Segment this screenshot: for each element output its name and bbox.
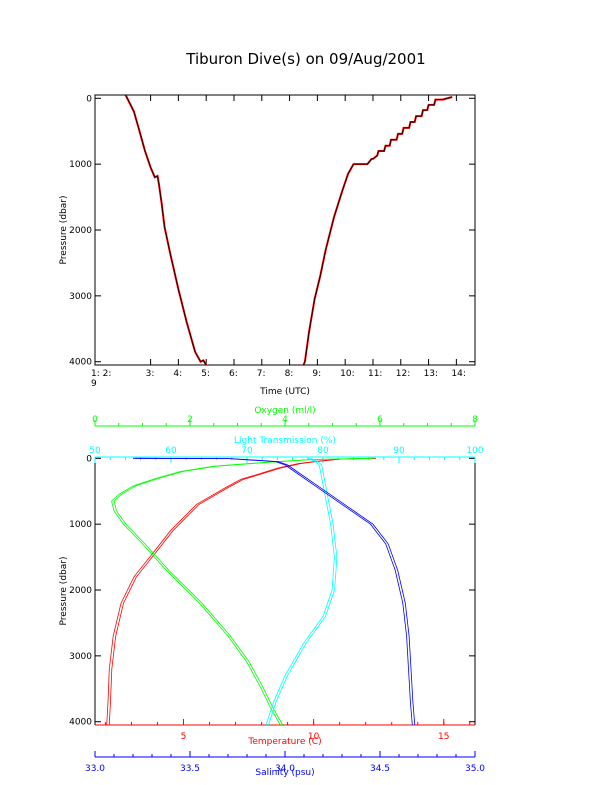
y-tick-label: 2000: [69, 226, 92, 236]
dive-trace-1: [124, 95, 209, 365]
x-tick-label: 6:: [229, 369, 238, 379]
y-tick-label: 1000: [69, 520, 92, 530]
x-tick-label: 8:: [285, 369, 294, 379]
y-axis-title: Pressure (dbar): [59, 196, 69, 265]
dive-trace-2: [302, 96, 453, 365]
x-tick-label: 1: 2:: [91, 369, 111, 379]
x-tick-label: 11:: [368, 369, 382, 379]
temperature-profile-2: [108, 457, 377, 725]
salinity-tick-label: 35.0: [465, 764, 485, 774]
transmission-axis-title: Light Transmission (%): [234, 436, 336, 446]
oxygen-profile-2: [113, 457, 374, 725]
transmission-profile-2: [268, 457, 338, 725]
x-tick-label: 4:: [173, 369, 182, 379]
y-tick-label: 3000: [69, 292, 92, 302]
transmission-tick-label: 90: [393, 446, 405, 456]
profile-plot: 0 1000 2000 3000 4000 Pressure (dbar) 0 2 4 6 8 Oxy…: [59, 406, 485, 778]
y-tick-label: 3000: [69, 652, 92, 662]
y-tick-label: 0: [86, 454, 92, 464]
salinity-tick-label: 33.0: [85, 764, 105, 774]
transmission-tick-label: 70: [241, 446, 253, 456]
plot-frame: [94, 94, 476, 366]
x-tick-label: 7:: [257, 369, 266, 379]
oxygen-tick-label: 0: [92, 415, 98, 425]
oxygen-axis-title: Oxygen (ml/l): [254, 406, 315, 416]
salinity-profile-2: [135, 457, 416, 725]
transmission-tick-label: 60: [165, 446, 177, 456]
dive-trace-core-1: [125, 95, 208, 365]
temperature-tick-label: 5: [181, 732, 187, 742]
y-tick-label: 2000: [69, 586, 92, 596]
page-title: Tiburon Dive(s) on 09/Aug/2001: [186, 50, 426, 68]
x-tick-label: 14:: [451, 369, 465, 379]
salinity-tick-label: 34.5: [370, 764, 390, 774]
y-tick-label: 4000: [69, 358, 92, 368]
salinity-profile-1: [132, 457, 413, 725]
y-tick-label: 0: [86, 94, 92, 104]
x-tick-label: 3:: [146, 369, 155, 379]
y-tick-label: 1000: [69, 160, 92, 170]
oxygen-tick-label: 8: [472, 415, 478, 425]
x-tick-label: 13:: [424, 369, 438, 379]
temperature-tick-label: 15: [438, 732, 449, 742]
oxygen-tick-label: 2: [187, 415, 193, 425]
x-tick-label-wrap: 9: [91, 379, 97, 389]
transmission-tick-label: 100: [466, 446, 483, 456]
y-tick-label: 4000: [69, 718, 92, 728]
y-axis-title: Pressure (dbar): [59, 557, 69, 626]
transmission-tick-label: 80: [317, 446, 329, 456]
x-tick-label: 5:: [201, 369, 210, 379]
transmission-profile-1: [265, 457, 335, 725]
oxygen-tick-label: 6: [377, 415, 383, 425]
x-tick-label: 10:: [340, 369, 354, 379]
x-tick-label: 9:: [312, 369, 321, 379]
temperature-axis-title: Temperature (C): [247, 737, 321, 747]
x-axis-title: Time (UTC): [259, 387, 310, 397]
x-tick-label: 12:: [396, 369, 410, 379]
salinity-tick-label: 33.5: [180, 764, 200, 774]
dive-trace-core-2: [303, 96, 453, 365]
transmission-tick-label: 50: [89, 446, 101, 456]
salinity-tick-label: 34.0: [275, 764, 295, 774]
oxygen-tick-label: 4: [282, 415, 288, 425]
temperature-tick-label: 10: [308, 732, 320, 742]
salinity-axis-title: Salinity (psu): [255, 768, 314, 778]
